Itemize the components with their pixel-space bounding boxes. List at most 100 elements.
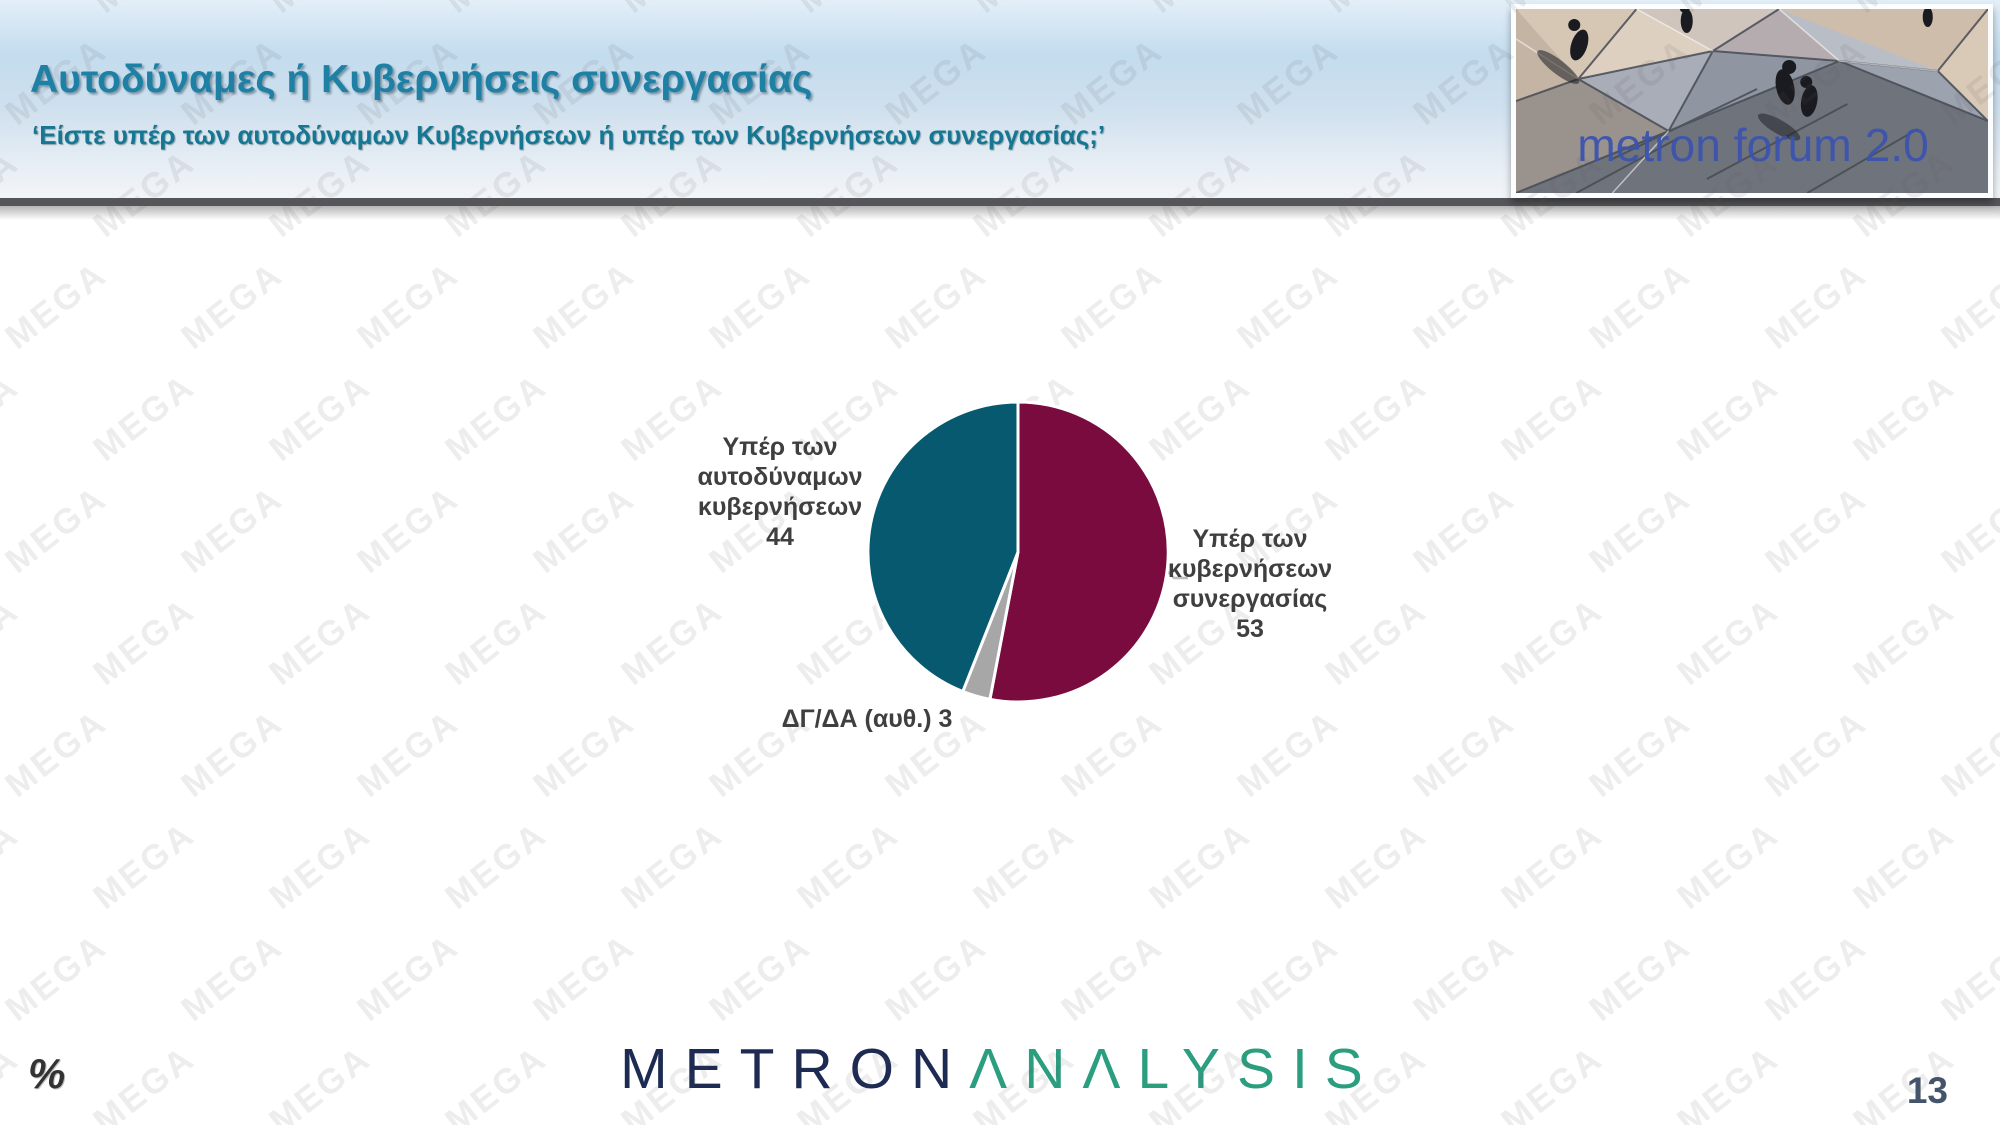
pie-slice-2 bbox=[866, 400, 1020, 693]
pie-label-line: ΔΓ/ΔΑ (αυθ.) bbox=[781, 705, 932, 733]
metron-analysis-wordmark: METRONΛΝΛLYSIS bbox=[0, 1036, 2000, 1102]
mega-watermark: MEGA bbox=[1670, 366, 1787, 469]
mega-watermark: MEGA bbox=[1230, 702, 1347, 805]
slide-title: Αυτοδύναμες ή Κυβερνήσεις συνεργασίας bbox=[30, 58, 813, 101]
mega-watermark: MEGA bbox=[1582, 702, 1699, 805]
pie-label-value: 3 bbox=[938, 705, 953, 733]
mega-watermark: MEGA bbox=[174, 926, 291, 1029]
mega-watermark: MEGA bbox=[878, 926, 995, 1029]
mega-watermark: MEGA bbox=[1406, 926, 1523, 1029]
pie-label-dontknow: ΔΓ/ΔΑ (αυθ.) 3 bbox=[727, 704, 1007, 734]
mega-watermark: MEGA bbox=[0, 814, 27, 917]
mega-watermark: MEGA bbox=[350, 254, 467, 357]
pie-slice-0 bbox=[988, 400, 1170, 704]
mega-watermark: MEGA bbox=[1406, 254, 1523, 357]
pie-label-cooperation: Υπέρ των κυβερνήσεων συνεργασίας 53 bbox=[1130, 524, 1370, 644]
mega-watermark: MEGA bbox=[262, 366, 379, 469]
forum-logo-photo: metron forum 2.0 bbox=[1516, 9, 1988, 193]
header-divider-bar bbox=[0, 198, 2000, 206]
mega-watermark: MEGA bbox=[1230, 254, 1347, 357]
mega-watermark: MEGA bbox=[438, 366, 555, 469]
metron-forum-logo: metron forum 2.0 bbox=[1511, 4, 1993, 198]
header-divider-shadow bbox=[0, 206, 2000, 220]
mega-watermark: MEGA bbox=[438, 814, 555, 917]
mega-watermark: MEGA bbox=[1318, 366, 1435, 469]
pie-chart bbox=[798, 382, 1238, 722]
mega-watermark: MEGA bbox=[1054, 254, 1171, 357]
mega-watermark: MEGA bbox=[614, 814, 731, 917]
mega-watermark: MEGA bbox=[702, 254, 819, 357]
pie-label-value: 53 bbox=[1236, 615, 1264, 643]
mega-watermark: MEGA bbox=[350, 478, 467, 581]
mega-watermark: MEGA bbox=[1670, 814, 1787, 917]
mega-watermark: MEGA bbox=[0, 366, 27, 469]
pie-chart-svg bbox=[866, 400, 1188, 704]
mega-watermark: MEGA bbox=[1054, 926, 1171, 1029]
mega-watermark: MEGA bbox=[1758, 926, 1875, 1029]
mega-watermark: MEGA bbox=[438, 590, 555, 693]
mega-watermark: MEGA bbox=[1758, 702, 1875, 805]
mega-watermark: MEGA bbox=[1934, 702, 2000, 805]
mega-watermark: MEGA bbox=[1230, 926, 1347, 1029]
mega-watermark: MEGA bbox=[1406, 478, 1523, 581]
pie-label-value: 44 bbox=[766, 523, 794, 551]
mega-watermark: MEGA bbox=[86, 366, 203, 469]
mega-watermark: MEGA bbox=[1406, 702, 1523, 805]
mega-watermark: MEGA bbox=[174, 254, 291, 357]
page-number: 13 bbox=[1906, 1070, 1948, 1111]
mega-watermark: MEGA bbox=[262, 590, 379, 693]
mega-watermark: MEGA bbox=[0, 702, 115, 805]
mega-watermark: MEGA bbox=[0, 478, 115, 581]
mega-watermark: MEGA bbox=[1670, 590, 1787, 693]
mega-watermark: MEGA bbox=[614, 590, 731, 693]
mega-watermark: MEGA bbox=[1582, 926, 1699, 1029]
mega-watermark: MEGA bbox=[526, 702, 643, 805]
brand-metron: METRON bbox=[620, 1037, 970, 1101]
mega-watermark: MEGA bbox=[1934, 254, 2000, 357]
mega-watermark: MEGA bbox=[174, 702, 291, 805]
pie-label-line: συνεργασίας bbox=[1172, 585, 1328, 613]
pie-label-line: αυτοδύναμων bbox=[697, 463, 863, 491]
mega-watermark: MEGA bbox=[1934, 478, 2000, 581]
brand-analysis: ΛΝΛLYSIS bbox=[969, 1037, 1380, 1101]
mega-watermark: MEGA bbox=[1758, 254, 1875, 357]
mega-watermark: MEGA bbox=[1494, 814, 1611, 917]
mega-watermark: MEGA bbox=[1934, 926, 2000, 1029]
pie-label-line: Υπέρ των bbox=[1192, 525, 1308, 553]
mega-watermark: MEGA bbox=[1846, 366, 1963, 469]
mega-watermark: MEGA bbox=[878, 254, 995, 357]
label-leader-line bbox=[1165, 569, 1188, 580]
mega-watermark: MEGA bbox=[1846, 590, 1963, 693]
mega-watermark: MEGA bbox=[1582, 478, 1699, 581]
slide-subtitle: ‘Είστε υπέρ των αυτοδύναμων Κυβερνήσεων … bbox=[32, 120, 1106, 150]
pie-label-line: κυβερνήσεων bbox=[1167, 555, 1333, 583]
forum-logo-text: metron forum 2.0 bbox=[1577, 119, 1929, 171]
pie-label-line: κυβερνήσεων bbox=[697, 493, 863, 521]
mega-watermark: MEGA bbox=[86, 590, 203, 693]
mega-watermark: MEGA bbox=[966, 814, 1083, 917]
mega-watermark: MEGA bbox=[526, 254, 643, 357]
mega-watermark: MEGA bbox=[526, 478, 643, 581]
mega-watermark: MEGA bbox=[174, 478, 291, 581]
mega-watermark: MEGA bbox=[1494, 366, 1611, 469]
mega-watermark: MEGA bbox=[1846, 814, 1963, 917]
mega-watermark: MEGA bbox=[350, 702, 467, 805]
mega-watermark: MEGA bbox=[526, 926, 643, 1029]
mega-watermark: MEGA bbox=[86, 814, 203, 917]
mega-watermark: MEGA bbox=[0, 254, 115, 357]
mega-watermark: MEGA bbox=[262, 814, 379, 917]
percent-note: % bbox=[28, 1050, 66, 1097]
mega-watermark: MEGA bbox=[0, 590, 27, 693]
mega-watermark: MEGA bbox=[790, 814, 907, 917]
mega-watermark: MEGA bbox=[702, 926, 819, 1029]
mega-watermark: MEGA bbox=[1494, 590, 1611, 693]
mega-watermark: MEGA bbox=[1142, 814, 1259, 917]
mega-watermark: MEGA bbox=[1758, 478, 1875, 581]
pie-label-line: Υπέρ των bbox=[722, 433, 838, 461]
mega-watermark: MEGA bbox=[1582, 254, 1699, 357]
mega-watermark: MEGA bbox=[0, 926, 115, 1029]
mega-watermark: MEGA bbox=[350, 926, 467, 1029]
mega-watermark: MEGA bbox=[1318, 814, 1435, 917]
pie-label-single-party: Υπέρ των αυτοδύναμων κυβερνήσεων 44 bbox=[660, 432, 900, 552]
